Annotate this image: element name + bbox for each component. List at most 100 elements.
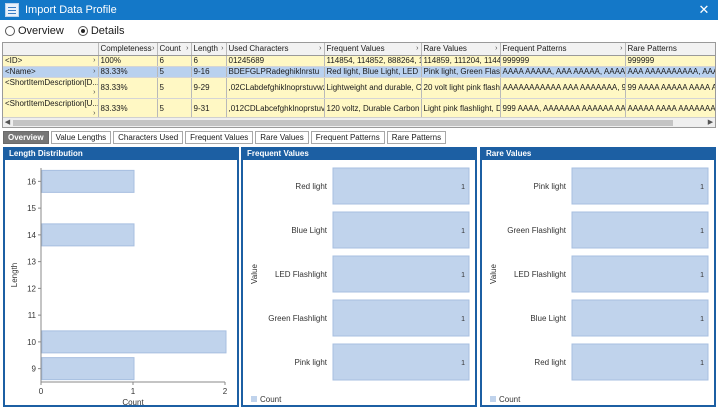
row-field-name[interactable]: <Name> › (3, 66, 99, 78)
category-label: Pink light (534, 182, 567, 191)
table-row[interactable]: <ID> › 100% 6 6 01245689 114854, 114852, 88826… (3, 55, 715, 67)
table-cell[interactable]: Red light, Blue Light, LED Fla... (324, 66, 422, 78)
sort-arrow-icon: › (416, 44, 419, 52)
table-row[interactable]: <Name> › 83.33% 5 9-16 BDEFGLPRadeghiklnrstu R… (3, 66, 715, 78)
table-cell[interactable]: Lightweight and durable, Ca... (324, 77, 422, 99)
table-cell[interactable]: 5 (157, 98, 192, 120)
sort-arrow-icon: › (495, 44, 498, 52)
table-cell[interactable]: 6 (191, 55, 227, 67)
table-cell[interactable]: ,02CLabdefghiklnoprstuvwz (226, 77, 325, 99)
row-field-name[interactable]: <ShortItemDescription[D... › (3, 77, 99, 99)
window-title: Import Data Profile (25, 4, 117, 16)
column-header[interactable]: Frequent Values › (324, 43, 422, 56)
overview-radio[interactable]: Overview (5, 25, 64, 37)
table-cell[interactable]: 5 (157, 77, 192, 99)
table-cell[interactable]: 83.33% (98, 77, 158, 99)
table-cell[interactable]: 9-29 (191, 77, 227, 99)
category-label: Blue Light (530, 314, 566, 323)
bar-blue-light (571, 299, 709, 337)
table-cell[interactable]: 5 (157, 66, 192, 78)
bar-led-flashlight (571, 255, 709, 293)
column-header[interactable]: Used Characters › (226, 43, 325, 56)
data-label: 1 (461, 228, 465, 235)
tab-overview[interactable]: Overview (3, 131, 49, 144)
tab-rare-values[interactable]: Rare Values (255, 131, 309, 144)
horizontal-scrollbar[interactable]: ◀ ▶ (3, 117, 715, 127)
y-tick-label: 13 (27, 258, 36, 267)
table-cell[interactable]: 999999 (500, 55, 626, 67)
category-label: LED Flashlight (275, 270, 328, 279)
column-header[interactable]: Rare Patterns (625, 43, 715, 56)
column-header[interactable]: Rare Values › (421, 43, 501, 56)
table-cell[interactable]: 999999 (625, 55, 715, 67)
row-expand-icon[interactable]: › (93, 67, 96, 75)
row-field-name[interactable]: <ShortItemDescription[U... › (3, 98, 99, 120)
data-label: 1 (700, 184, 704, 191)
table-cell[interactable]: 9-16 (191, 66, 227, 78)
details-radio-label: Details (90, 25, 125, 37)
table-cell[interactable]: AAAAA AAAA AAAAAAAAA, A (625, 98, 715, 120)
row-expand-icon[interactable]: › (93, 88, 96, 96)
tab-value-lengths[interactable]: Value Lengths (50, 131, 112, 144)
table-cell[interactable]: 120 voltz, Durable Carbon c... (324, 98, 422, 120)
rare-values-chart: Pink light 1 Green Flashlight 1 LED Flashlig… (489, 167, 709, 404)
scrollbar-thumb[interactable] (13, 120, 673, 126)
table-cell[interactable]: 01245689 (226, 55, 325, 67)
scroll-left-icon[interactable]: ◀ (4, 119, 11, 126)
column-header[interactable]: Length › (191, 43, 227, 56)
grid-header-row: Completeness › Count › Length › Used Charac… (3, 43, 715, 56)
column-header[interactable]: Frequent Patterns › (500, 43, 626, 56)
column-header[interactable]: Count › (157, 43, 192, 56)
table-cell[interactable]: 6 (157, 55, 192, 67)
table-cell[interactable]: Light pink flashlight, Du... (421, 98, 501, 120)
data-label: 1 (700, 360, 704, 367)
bar-red-light (571, 343, 709, 381)
table-cell[interactable]: ,012CDLabcefghklnoprstuvwz (226, 98, 325, 120)
y-tick-label: 12 (27, 284, 36, 293)
table-cell[interactable]: 100% (98, 55, 158, 67)
tab-characters-used[interactable]: Characters Used (113, 131, 184, 144)
tab-rare-patterns[interactable]: Rare Patterns (386, 131, 447, 144)
tab-frequent-values[interactable]: Frequent Values (185, 131, 254, 144)
table-cell[interactable]: 114859, 111204, 1144... (421, 55, 501, 67)
scroll-right-icon[interactable]: ▶ (707, 119, 714, 126)
table-cell[interactable]: AAAA AAAAA, AAA AAAAA, AAAAA ... (500, 66, 626, 78)
table-cell[interactable]: 9-31 (191, 98, 227, 120)
overview-radio-label: Overview (18, 25, 64, 37)
table-cell[interactable]: 83.33% (98, 98, 158, 120)
table-cell[interactable]: 114854, 114852, 888264, 1... (324, 55, 422, 67)
tab-frequent-patterns[interactable]: Frequent Patterns (310, 131, 385, 144)
y-axis-title: Value (250, 264, 259, 284)
close-icon[interactable]: ✕ (698, 2, 710, 17)
table-cell[interactable]: BDEFGLPRadeghiklnrstu (226, 66, 325, 78)
y-axis-title: Length (10, 263, 19, 287)
x-tick-label: 0 (39, 387, 44, 396)
table-cell[interactable]: 20 volt light pink flashli... (421, 77, 501, 99)
data-label: 1 (700, 228, 704, 235)
column-header[interactable]: Completeness › (98, 43, 158, 56)
radio-overview-indicator[interactable] (5, 26, 15, 36)
table-row[interactable]: <ShortItemDescription[D... › 83.33% 5 9-29,0… (3, 77, 715, 99)
table-cell[interactable]: 99 AAAA AAAAA AAAA AAAA (625, 77, 715, 99)
radio-details-indicator[interactable] (77, 26, 88, 36)
profile-grid[interactable]: Completeness › Count › Length › Used Charac… (2, 42, 716, 128)
category-label: Green Flashlight (507, 226, 566, 235)
table-cell[interactable]: 999 AAAA, AAAAAAA AAAAAA AA... (500, 98, 626, 120)
details-radio[interactable]: Details (77, 25, 125, 37)
x-tick-label: 2 (223, 387, 228, 396)
table-cell[interactable]: 83.33% (98, 66, 158, 78)
table-cell[interactable]: AAAAAAAAAAA AAA AAAAAAA, 999... (500, 77, 626, 99)
table-row[interactable]: <ShortItemDescription[U... › 83.33% 5 9-31,0… (3, 98, 715, 120)
frequent-values-chart: Red light 1 Blue Light 1 LED Flashlight 1 Gree… (250, 167, 470, 404)
table-cell[interactable]: AAA AAAAAAAAAA, AAAAA A (625, 66, 715, 78)
row-expand-icon[interactable]: › (93, 109, 96, 117)
bar-length-10 (41, 330, 227, 354)
table-cell[interactable]: Pink light, Green Flashli... (421, 66, 501, 78)
panel-title: Frequent Values (243, 149, 475, 160)
column-header[interactable] (3, 43, 99, 56)
sort-arrow-icon: › (319, 44, 322, 52)
sort-arrow-icon: › (620, 44, 623, 52)
row-expand-icon[interactable]: › (93, 56, 96, 64)
data-label: 1 (461, 184, 465, 191)
row-field-name[interactable]: <ID> › (3, 55, 99, 67)
